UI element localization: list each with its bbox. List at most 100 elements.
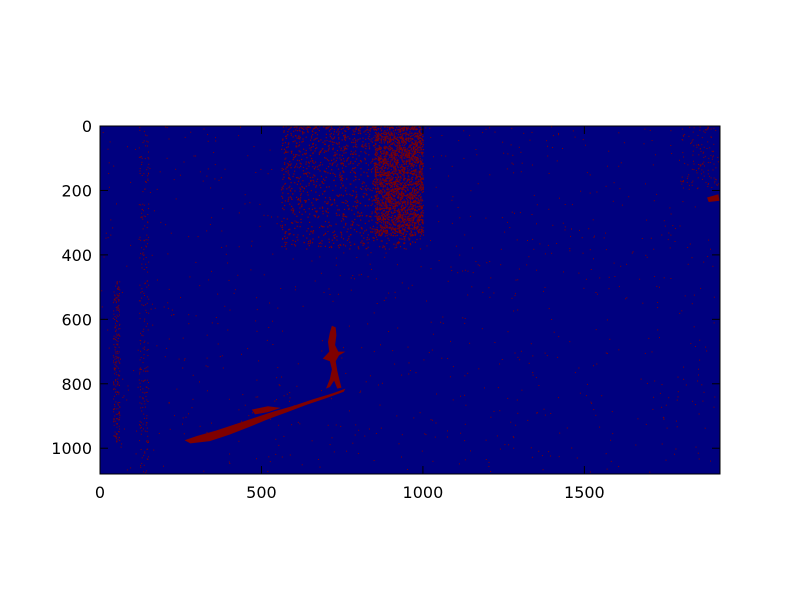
speckle-pixel [115, 362, 117, 364]
speckle-pixel [348, 410, 350, 412]
speckle-pixel [384, 167, 386, 169]
speckle-pixel [328, 126, 330, 128]
speckle-pixel [144, 370, 146, 372]
speckle-pixel [386, 242, 388, 244]
speckle-pixel [422, 135, 424, 137]
speckle-pixel [324, 170, 326, 173]
speckle-pixel [406, 166, 408, 168]
speckle-pixel [302, 154, 304, 156]
speckle-pixel [418, 218, 420, 220]
speckle-pixel [386, 197, 388, 199]
speckle-pixel [415, 175, 417, 177]
speckle-pixel [292, 239, 294, 242]
speckle-pixel [384, 221, 386, 223]
speckle-pixel [401, 158, 403, 160]
speckle-pixel [118, 334, 120, 336]
speckle-pixel [383, 136, 385, 138]
speckle-pixel [691, 140, 693, 142]
speckle-pixel [221, 247, 223, 248]
speckle-pixel [569, 341, 571, 343]
speckle-pixel [327, 226, 329, 228]
speckle-pixel [651, 140, 653, 141]
speckle-pixel [289, 228, 291, 230]
speckle-pixel [313, 162, 315, 164]
speckle-pixel [327, 424, 329, 426]
speckle-pixel [391, 126, 393, 128]
speckle-pixel [372, 231, 374, 233]
speckle-pixel [296, 154, 298, 156]
speckle-pixel [400, 184, 402, 186]
speckle-pixel [390, 224, 392, 226]
speckle-pixel [398, 204, 400, 206]
speckle-pixel [681, 183, 683, 185]
speckle-pixel [419, 248, 422, 250]
speckle-pixel [448, 175, 449, 177]
speckle-pixel [298, 129, 300, 131]
speckle-pixel [693, 127, 695, 129]
speckle-pixel [377, 231, 379, 233]
speckle-pixel [402, 209, 404, 211]
speckle-pixel [114, 325, 116, 327]
speckle-pixel [307, 171, 309, 173]
speckle-pixel [138, 379, 140, 381]
speckle-pixel [393, 165, 395, 167]
speckle-pixel [215, 317, 217, 318]
speckle-pixel [328, 221, 330, 223]
speckle-pixel [394, 188, 396, 190]
speckle-pixel [117, 357, 119, 359]
speckle-pixel [514, 295, 516, 297]
speckle-pixel [395, 220, 397, 222]
speckle-pixel [396, 186, 398, 188]
speckle-pixel [147, 157, 149, 159]
speckle-pixel [114, 405, 116, 407]
speckle-pixel [501, 359, 503, 360]
speckle-pixel [418, 220, 420, 222]
speckle-pixel [531, 164, 533, 166]
speckle-pixel [153, 449, 155, 451]
speckle-pixel [312, 142, 314, 144]
speckle-pixel [411, 147, 413, 149]
speckle-pixel [415, 126, 417, 128]
speckle-pixel [297, 239, 299, 241]
speckle-pixel [321, 243, 323, 245]
speckle-pixel [469, 342, 471, 344]
speckle-pixel [413, 145, 415, 148]
speckle-pixel [411, 216, 413, 218]
speckle-pixel [390, 134, 392, 136]
shadow-streak [184, 388, 346, 444]
speckle-pixel [392, 149, 394, 151]
speckle-pixel [382, 184, 384, 186]
speckle-pixel [398, 211, 400, 213]
speckle-pixel [321, 180, 323, 183]
speckle-pixel [400, 172, 402, 174]
speckle-pixel [379, 404, 381, 406]
speckle-pixel [389, 140, 391, 142]
speckle-pixel [118, 300, 120, 302]
speckle-pixel [409, 158, 411, 160]
speckle-pixel [417, 133, 419, 135]
speckle-pixel [360, 273, 362, 275]
speckle-pixel [450, 340, 451, 342]
speckle-pixel [116, 297, 118, 299]
speckle-pixel [422, 229, 424, 232]
speckle-pixel [256, 309, 258, 311]
speckle-pixel [392, 138, 394, 140]
speckle-pixel [390, 234, 392, 236]
speckle-pixel [414, 148, 417, 151]
speckle-pixel [386, 205, 388, 208]
speckle-pixel [391, 172, 393, 174]
speckle-pixel [393, 173, 395, 175]
speckle-pixel [401, 135, 404, 137]
speckle-pixel [420, 161, 423, 163]
speckle-pixel [419, 204, 421, 206]
speckle-pixel [421, 159, 423, 161]
speckle-pixel [532, 372, 534, 374]
speckle-pixel [337, 195, 339, 197]
speckle-pixel [295, 177, 298, 179]
speckle-pixel [394, 183, 396, 185]
speckle-pixel [620, 265, 622, 267]
speckle-pixel [372, 187, 374, 189]
speckle-pixel [380, 212, 383, 214]
speckle-pixel [358, 248, 360, 250]
speckle-pixel [403, 145, 405, 147]
